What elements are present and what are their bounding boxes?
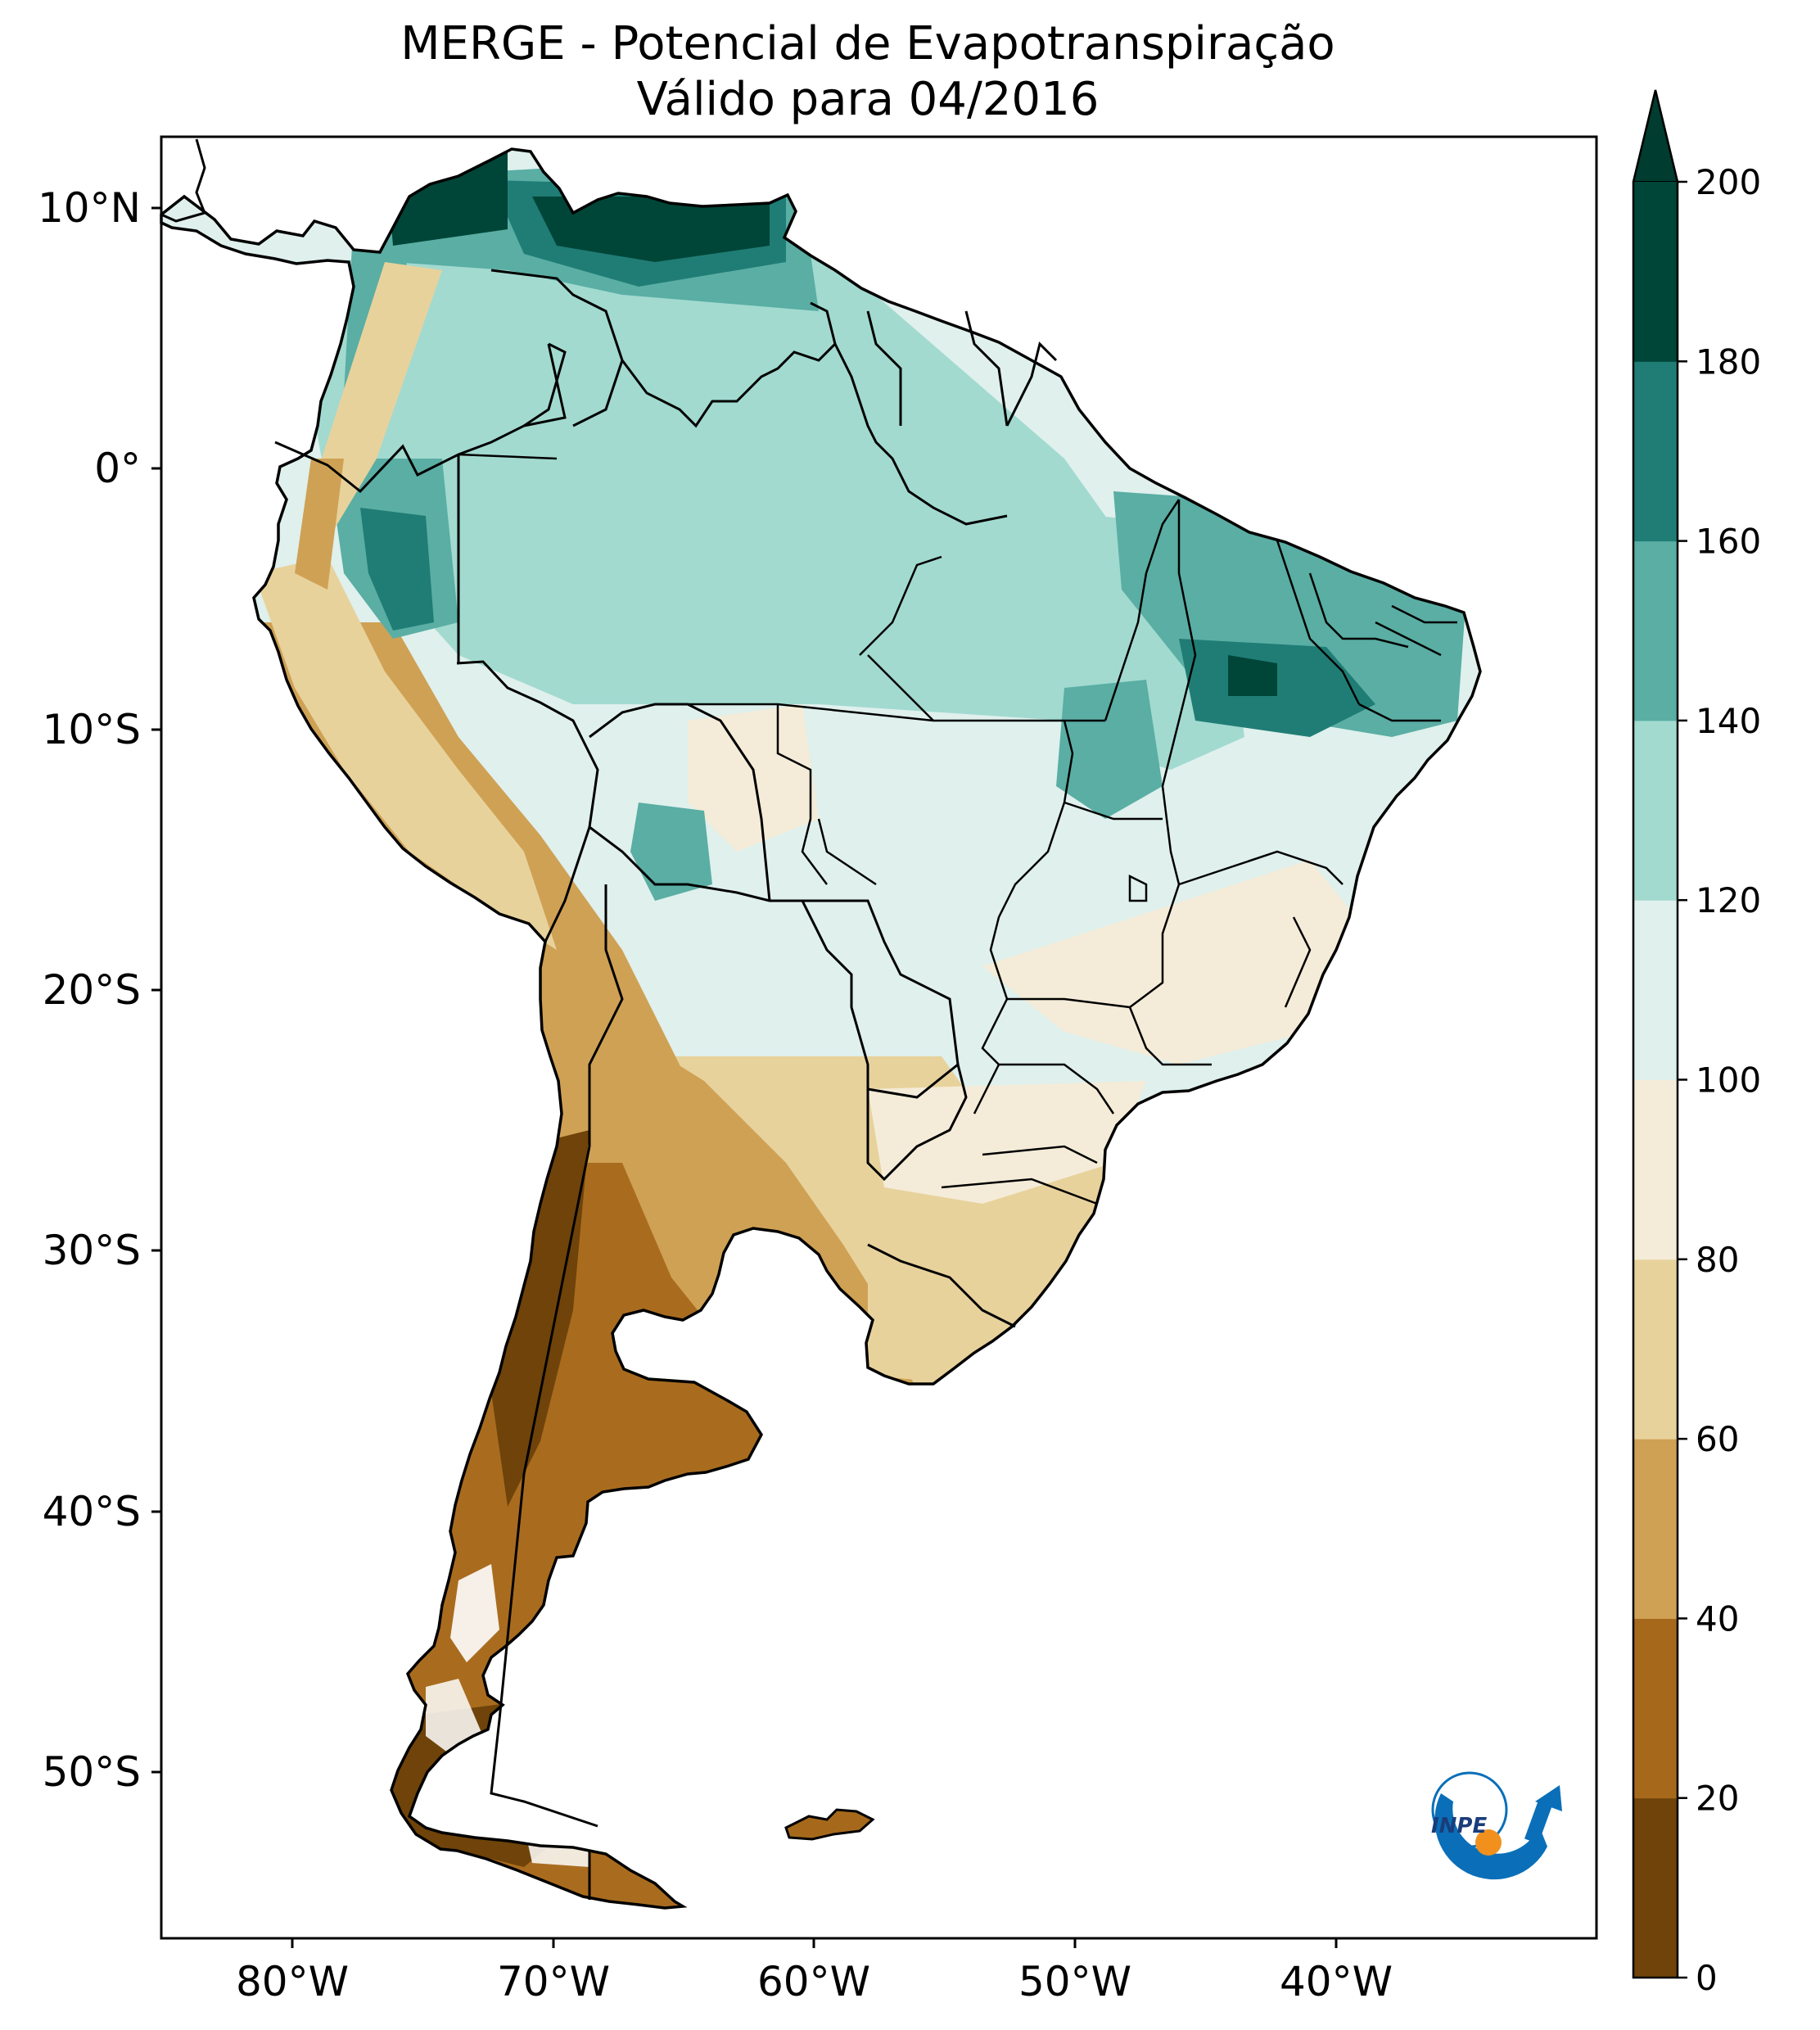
- lat-tick-label: 40°S: [43, 1488, 141, 1535]
- colorbar-segment: [1633, 900, 1678, 1080]
- inpe-logo: INPE: [1431, 1771, 1562, 1880]
- chart-title-line2: Válido para 04/2016: [637, 73, 1100, 126]
- colorbar-segment: [1633, 361, 1678, 542]
- colorbar-segment: [1633, 540, 1678, 721]
- colorbar-tick-label: 140: [1696, 701, 1761, 741]
- lat-tick-label: 10°N: [38, 184, 141, 232]
- lat-tick-label: 50°S: [43, 1748, 141, 1796]
- state-borders: [458, 453, 1457, 1205]
- logo-orbit: [1431, 1771, 1508, 1848]
- colorbar-tick-label: 120: [1696, 880, 1761, 920]
- colorbar-tick-label: 200: [1696, 162, 1761, 202]
- colorbar-extend-max: [1632, 89, 1679, 183]
- colorbar-tick-label: 0: [1696, 1958, 1718, 1998]
- colorbar-tick-label: 180: [1696, 341, 1761, 382]
- latitude-axis: 10°N 0° 10°S 20°S 30°S 40°S 50°S: [38, 184, 161, 1796]
- colorbar-segment: [1633, 1259, 1678, 1440]
- lon-tick-label: 50°W: [1018, 1958, 1131, 2005]
- colorbar-tick-label: 40: [1696, 1598, 1739, 1639]
- longitude-axis: 80°W 70°W 60°W 50°W 40°W: [236, 1938, 1393, 2005]
- logo-sun-dot: [1475, 1829, 1502, 1856]
- chart-title-line1: MERGE - Potencial de Evapotranspiração: [400, 17, 1335, 70]
- logo-text: INPE: [1431, 1814, 1487, 1838]
- lat-tick-label: 10°S: [43, 706, 141, 753]
- lat-tick-label: 30°S: [43, 1227, 141, 1274]
- lat-tick-label: 0°: [94, 445, 141, 492]
- colorbar-segment: [1633, 1618, 1678, 1799]
- colorbar-outline: [1632, 89, 1679, 1979]
- colorbar-segment: [1633, 182, 1678, 362]
- lon-tick-label: 40°W: [1280, 1958, 1393, 2005]
- lon-tick-label: 60°W: [757, 1958, 870, 2005]
- colorbar-tick-label: 60: [1696, 1419, 1739, 1459]
- colorbar-segment: [1633, 720, 1678, 901]
- logo-swoosh-arrow: [1434, 1793, 1547, 1880]
- colorbar-tick-label: 20: [1696, 1779, 1739, 1819]
- falkland-islands: [784, 1808, 875, 1841]
- country-borders: [274, 269, 1058, 1900]
- lon-tick-label: 70°W: [497, 1958, 610, 2005]
- lon-tick-label: 80°W: [236, 1958, 349, 2005]
- colorbar: 0 20 40 60 80 100 120 140 160 180 200: [1632, 89, 1761, 1998]
- colorbar-tick-label: 100: [1696, 1060, 1761, 1101]
- colorbar-segment: [1633, 1797, 1678, 1978]
- colorbar-segment: [1633, 1439, 1678, 1619]
- map-frame: [160, 135, 1598, 1940]
- colorbar-tick-label: 160: [1696, 522, 1761, 562]
- colorbar-segment: [1633, 1079, 1678, 1260]
- colorbar-tick-label: 80: [1696, 1240, 1739, 1280]
- lat-tick-label: 20°S: [43, 966, 141, 1014]
